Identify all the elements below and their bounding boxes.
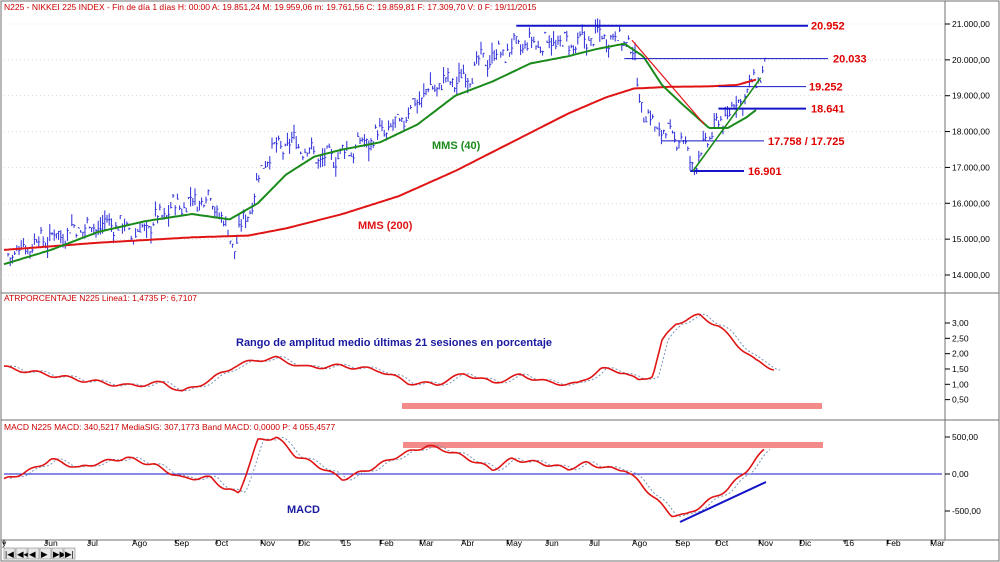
mms200-label: MMS (200) bbox=[358, 220, 413, 232]
x-tick-label: Nov bbox=[758, 538, 774, 548]
macd-resistance-band bbox=[403, 442, 823, 448]
atr-tick-label: 1,50 bbox=[952, 364, 969, 374]
nav-button-icon: ▶▶ bbox=[53, 549, 67, 559]
price-tick-label: 16.000,00 bbox=[952, 198, 990, 208]
x-tick-label: Sep bbox=[675, 538, 690, 548]
price-tick-label: 21.000,00 bbox=[952, 19, 990, 29]
nav-button-icon: ▶ bbox=[41, 549, 48, 559]
macd-tick-label: 500,00 bbox=[952, 432, 978, 442]
price-tick-label: 15.000,00 bbox=[952, 234, 990, 244]
nav-button-icon: ◀ bbox=[29, 549, 36, 559]
x-tick-label: Mar bbox=[930, 538, 945, 548]
downtrend-line bbox=[631, 39, 705, 125]
macd-line bbox=[3, 436, 765, 518]
nav-button-icon: ▶| bbox=[65, 549, 74, 559]
atr-annotation: Rango de amplitud medio últimas 21 sesio… bbox=[236, 337, 552, 349]
mms40-label: MMS (40) bbox=[432, 140, 481, 152]
nav-button-icon: ◀◀ bbox=[17, 549, 31, 559]
x-tick-label: Mar bbox=[419, 538, 434, 548]
x-tick-label: Dic bbox=[799, 538, 812, 548]
atr-tick-label: 3,00 bbox=[952, 318, 969, 328]
mms40-line bbox=[3, 42, 757, 266]
atr-tick-label: 1,00 bbox=[952, 379, 969, 389]
price-header: N225 - NIKKEI 225 INDEX - Fin de día 1 d… bbox=[4, 2, 537, 12]
level-label: 19.252 bbox=[809, 82, 843, 94]
price-tick-label: 18.000,00 bbox=[952, 127, 990, 137]
price-tick-label: 17.000,00 bbox=[952, 162, 990, 172]
nav-button-icon: |◀ bbox=[5, 549, 14, 559]
atr-support-band bbox=[402, 403, 822, 409]
nav-button[interactable] bbox=[3, 547, 16, 560]
x-tick-label: Jun bbox=[545, 538, 559, 548]
macd-tick-label: 0,00 bbox=[952, 469, 969, 479]
macd-annotation: MACD bbox=[287, 504, 320, 516]
level-label: 18.641 bbox=[811, 104, 845, 116]
x-tick-label: '15 bbox=[340, 538, 351, 548]
x-tick-label: Oct bbox=[715, 538, 729, 548]
mms200-line bbox=[3, 78, 757, 251]
level-label: 20.033 bbox=[833, 54, 867, 66]
price-panel: N225 - NIKKEI 225 INDEX - Fin de día 1 d… bbox=[0, 0, 1000, 294]
atr-tick-label: 2,50 bbox=[952, 333, 969, 343]
x-tick-label: Jun bbox=[44, 538, 58, 548]
x-tick-label: Feb bbox=[379, 538, 394, 548]
support-resistance-levels: 20.952 20.033 19.252 18.641 17.758 / 17.725 1… bbox=[516, 21, 867, 178]
x-tick-label: Oct bbox=[215, 538, 229, 548]
x-axis: y Jun Jul Ago Sep Oct Nov Dic '15 Feb Mar Abr May Jun… bbox=[0, 538, 1000, 562]
atr-tick-label: 0,50 bbox=[952, 395, 969, 405]
atr-panel: ATRPORCENTAJE N225 Linea1: 1,4735 P: 6,7… bbox=[0, 292, 1000, 421]
atr-signal-line bbox=[9, 313, 781, 392]
x-tick-label: May bbox=[506, 538, 523, 548]
uptrend-line bbox=[692, 77, 762, 172]
atr-tick-label: 2,00 bbox=[952, 349, 969, 359]
x-tick-label: Abr bbox=[461, 538, 474, 548]
navigation-buttons: |◀ ◀◀◀ ▶ ▶▶▶| bbox=[3, 547, 76, 560]
nav-button[interactable] bbox=[39, 547, 52, 560]
price-tick-label: 19.000,00 bbox=[952, 91, 990, 101]
nav-button[interactable] bbox=[51, 547, 64, 560]
atr-line bbox=[3, 313, 775, 392]
x-tick-label: Sep bbox=[174, 538, 189, 548]
price-tick-label: 20.000,00 bbox=[952, 55, 990, 65]
macd-divergence-line bbox=[679, 481, 767, 523]
x-tick-label: Jul bbox=[87, 538, 98, 548]
x-tick-label: Dic bbox=[298, 538, 311, 548]
macd-y-axis: 500,00 0,00 -500,00 bbox=[945, 432, 981, 516]
price-bars bbox=[7, 18, 767, 267]
level-label: 20.952 bbox=[811, 21, 845, 33]
nav-button[interactable] bbox=[27, 547, 40, 560]
macd-header: MACD N225 MACD: 340,5217 MediaSIG: 307,1… bbox=[4, 422, 335, 432]
level-label: 16.901 bbox=[748, 166, 782, 178]
atr-y-axis: 3,00 2,50 2,00 1,50 1,00 0,50 bbox=[945, 318, 969, 405]
x-tick-label: Feb bbox=[886, 538, 901, 548]
x-tick-label: Ago bbox=[132, 538, 147, 548]
trendlines bbox=[631, 39, 762, 172]
x-tick-label: Jul bbox=[589, 538, 600, 548]
macd-signal-line bbox=[9, 436, 771, 517]
nav-button[interactable] bbox=[15, 547, 28, 560]
x-tick-label: Ago bbox=[632, 538, 647, 548]
nav-button[interactable] bbox=[63, 547, 76, 560]
x-axis-labels: y Jun Jul Ago Sep Oct Nov Dic '15 Feb Mar Abr May Jun… bbox=[2, 538, 945, 548]
x-tick-label: y bbox=[2, 538, 7, 548]
price-tick-label: 14.000,00 bbox=[952, 270, 990, 280]
level-label: 17.758 / 17.725 bbox=[768, 136, 844, 148]
macd-panel: MACD N225 MACD: 340,5217 MediaSIG: 307,1… bbox=[0, 419, 1000, 541]
atr-header: ATRPORCENTAJE N225 Linea1: 1,4735 P: 6,7… bbox=[4, 293, 197, 303]
macd-tick-label: -500,00 bbox=[952, 506, 981, 516]
x-tick-label: '16 bbox=[843, 538, 854, 548]
x-tick-label: Nov bbox=[260, 538, 276, 548]
price-y-axis: 21.000,00 20.000,00 19.000,00 18.000,00 17.0… bbox=[945, 19, 990, 280]
